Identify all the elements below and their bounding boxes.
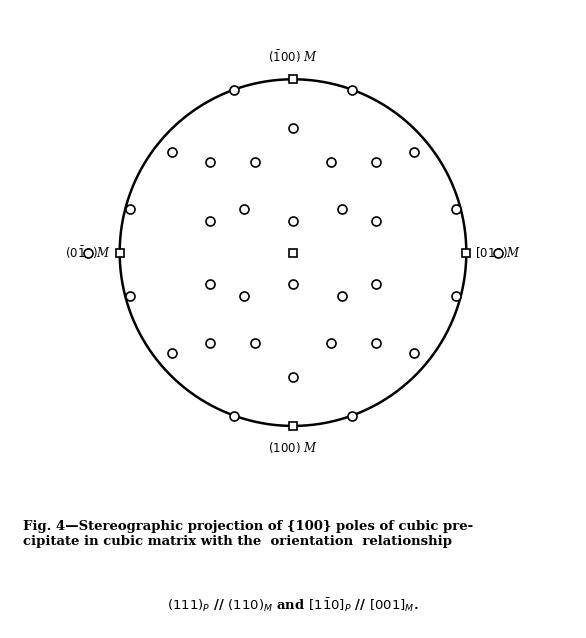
Text: $(0\bar{1}0)$M: $(0\bar{1}0)$M <box>65 244 111 261</box>
Text: $(\bar{1}00)$ M: $(\bar{1}00)$ M <box>268 49 318 66</box>
Text: $(100)$ M: $(100)$ M <box>268 440 318 455</box>
Text: $(111)_{P}$ // $(110)_{M}$ and $[1\bar{1}0]_{P}$ // $[001]_{M}$.: $(111)_{P}$ // $(110)_{M}$ and $[1\bar{1… <box>167 597 419 614</box>
Text: $[010)$M: $[010)$M <box>475 245 521 260</box>
Text: Fig. 4—Stereographic projection of {100} poles of cubic pre-
cipitate in cubic m: Fig. 4—Stereographic projection of {100}… <box>23 520 473 548</box>
